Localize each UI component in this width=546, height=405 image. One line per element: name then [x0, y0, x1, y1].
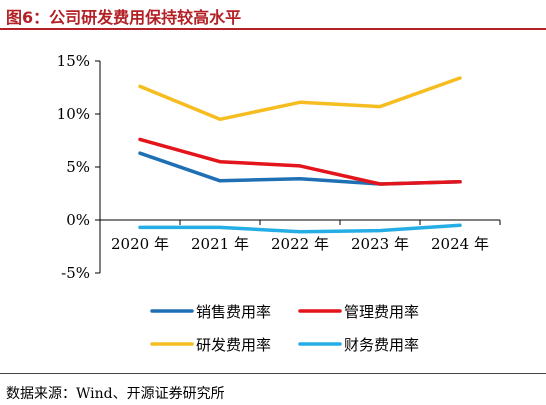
x-tick-label: 2023 年 — [351, 235, 409, 253]
x-tick-label: 2020 年 — [111, 235, 169, 253]
figure-title: 图6：公司研发费用保持较高水平 — [6, 8, 242, 27]
legend-label: 研发费用率 — [196, 336, 271, 354]
x-tick-label: 2024 年 — [431, 235, 489, 253]
y-tick-label: -5% — [61, 264, 90, 282]
title-bar: 图6：公司研发费用保持较高水平 — [0, 0, 546, 30]
series-line — [138, 223, 462, 234]
series-layer — [138, 76, 462, 234]
x-tick-label: 2021 年 — [191, 235, 249, 253]
legend-label: 管理费用率 — [344, 303, 419, 321]
series-line — [138, 76, 462, 122]
legend-label: 财务费用率 — [344, 336, 419, 354]
axis-layer: 15% 10% 5% 0% -5% 2020 年 2021 年 2022 年 2023 年 202… — [57, 52, 501, 282]
data-source: 数据来源：Wind、开源证券研究所 — [6, 386, 225, 402]
source-bar: 数据来源：Wind、开源证券研究所 — [0, 373, 546, 405]
y-tick-label: 0% — [66, 211, 90, 229]
y-tick-label: 10% — [57, 105, 90, 123]
y-tick-label: 5% — [66, 158, 90, 176]
legend-label: 销售费用率 — [196, 303, 271, 321]
line-chart: 15% 10% 5% 0% -5% 2020 年 2021 年 2022 年 2023 年 202… — [57, 52, 501, 354]
x-tick-label: 2022 年 — [271, 235, 329, 253]
y-tick-label: 15% — [57, 52, 90, 70]
series-line — [138, 151, 462, 186]
